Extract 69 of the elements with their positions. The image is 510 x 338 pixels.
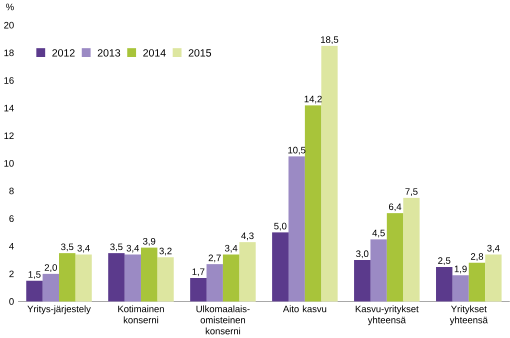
- bar: [436, 266, 452, 302]
- y-tick-label: 18: [4, 49, 14, 56]
- y-tick-label: 8: [9, 188, 14, 194]
- data-label: 4,5: [372, 230, 385, 238]
- bar: [59, 253, 76, 302]
- data-label: 1,7: [192, 268, 204, 276]
- x-tick-label: Aito kasvu: [282, 305, 326, 312]
- bar: [485, 254, 502, 302]
- bar: [321, 46, 338, 302]
- bar: [124, 254, 141, 302]
- bar: [42, 274, 60, 302]
- y-tick-label: 0: [9, 298, 14, 305]
- bar: [403, 198, 420, 302]
- data-label: 2,7: [208, 254, 221, 262]
- data-label: 7,5: [405, 188, 418, 196]
- y-tick-label: 2: [9, 270, 14, 278]
- data-label: 2,8: [470, 253, 484, 261]
- bar: [370, 239, 387, 302]
- data-label: 2,5: [438, 257, 450, 266]
- y-tick-label: 6: [9, 215, 14, 222]
- bar: [222, 254, 240, 302]
- data-label: 4,3: [241, 232, 254, 240]
- bar: [157, 257, 174, 302]
- data-label: 3,5: [61, 243, 74, 252]
- legend-label: 2014: [143, 49, 166, 57]
- bar: [75, 254, 92, 302]
- bar: [206, 264, 223, 302]
- legend-label: 2013: [98, 49, 120, 57]
- data-label: 1,9: [454, 266, 467, 274]
- x-tick-label: Kasvu-yritykset yhteensä: [356, 305, 419, 326]
- bar: [239, 242, 256, 302]
- y-tick-label: 10: [4, 160, 14, 167]
- legend-label: 2012: [52, 49, 75, 57]
- data-label: 3,9: [143, 238, 156, 246]
- y-axis-title: %: [6, 4, 14, 10]
- bar: [452, 275, 469, 302]
- data-label: 6,4: [389, 203, 402, 212]
- bar: [354, 260, 370, 302]
- data-label: 3,4: [224, 244, 238, 253]
- y-tick-label: 4: [9, 242, 14, 250]
- bar: [190, 278, 207, 302]
- y-tick-label: 20: [4, 22, 14, 28]
- data-label: 3,2: [159, 248, 172, 256]
- data-label: 1,5: [28, 271, 41, 279]
- data-label: 18,5: [321, 36, 338, 44]
- data-label: 3,4: [487, 244, 500, 253]
- data-label: 3,5: [110, 243, 123, 252]
- data-label: 3,0: [356, 250, 368, 258]
- x-tick-label: Kotimainen konserni: [118, 305, 164, 324]
- data-label: 14,2: [304, 96, 322, 104]
- bar: [288, 156, 305, 302]
- x-tick-label: Yritys-järjestely: [27, 305, 91, 314]
- legend-label: 2015: [188, 49, 212, 57]
- y-tick-label: 16: [4, 77, 14, 84]
- x-tick-label: Yritykset yhteensä: [450, 305, 488, 326]
- data-label: 2,0: [44, 264, 57, 272]
- bar: [386, 213, 404, 302]
- bar: [272, 232, 288, 302]
- bar: [108, 253, 125, 302]
- bar: [304, 105, 322, 302]
- data-label: 3,4: [126, 244, 140, 253]
- bar: [140, 248, 158, 302]
- y-tick-label: 14: [4, 104, 14, 112]
- bar: [468, 262, 486, 302]
- bar: [26, 280, 43, 302]
- data-label: 5,0: [274, 222, 286, 230]
- y-tick-label: 12: [4, 132, 14, 139]
- data-label: 3,4: [77, 244, 90, 253]
- x-tick-label: Ulkomaalais-omisteinen konserni: [196, 305, 250, 334]
